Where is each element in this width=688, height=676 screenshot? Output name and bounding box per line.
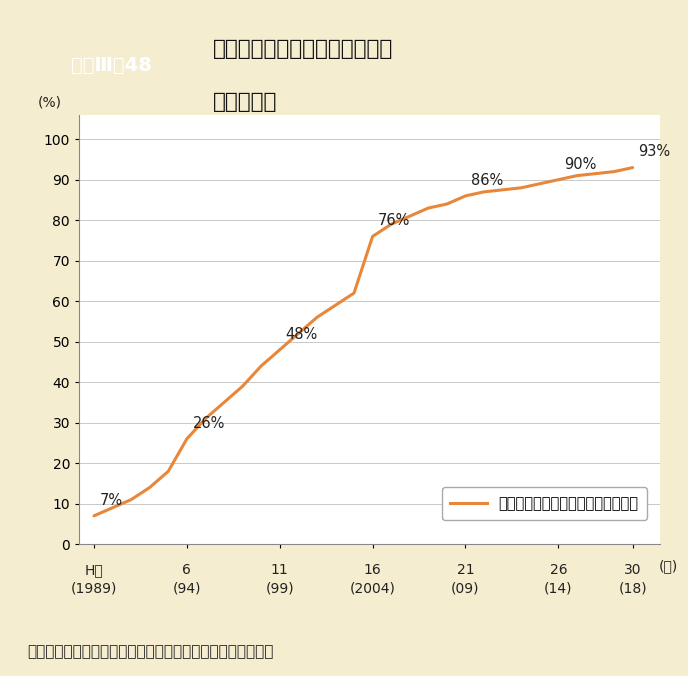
Text: 資料：一般社団法人全国木造住宅機械プレカット協会調べ。: 資料：一般社団法人全国木造住宅機械プレカット協会調べ。: [28, 644, 274, 659]
Text: 86%: 86%: [471, 173, 504, 188]
Text: 90%: 90%: [564, 157, 596, 172]
Text: 7%: 7%: [100, 493, 122, 508]
Text: 48%: 48%: [286, 327, 318, 341]
Text: (2004): (2004): [350, 581, 396, 596]
Text: 93%: 93%: [638, 145, 670, 160]
Text: 16: 16: [364, 563, 381, 577]
Text: (94): (94): [173, 581, 201, 596]
Text: (%): (%): [38, 96, 62, 110]
Text: H元: H元: [85, 563, 103, 577]
Text: 6: 6: [182, 563, 191, 577]
Text: 21: 21: [457, 563, 474, 577]
Text: (年): (年): [659, 559, 678, 573]
Text: 26: 26: [550, 563, 567, 577]
Text: (09): (09): [451, 581, 480, 596]
Text: 資料Ⅲ－48: 資料Ⅲ－48: [72, 56, 152, 76]
Text: 30: 30: [624, 563, 641, 577]
Text: 76%: 76%: [378, 214, 411, 228]
Text: (1989): (1989): [71, 581, 117, 596]
Text: (18): (18): [619, 581, 647, 596]
Text: (99): (99): [266, 581, 294, 596]
Text: (14): (14): [544, 581, 572, 596]
Text: 木造軸組構法におけるプレカッ: 木造軸組構法におけるプレカッ: [213, 39, 394, 59]
Legend: 木造軸組構法におけるプレカット率: 木造軸組構法におけるプレカット率: [442, 487, 647, 520]
Text: 11: 11: [271, 563, 288, 577]
Text: ト率の推移: ト率の推移: [213, 91, 278, 112]
Text: 26%: 26%: [193, 416, 225, 431]
